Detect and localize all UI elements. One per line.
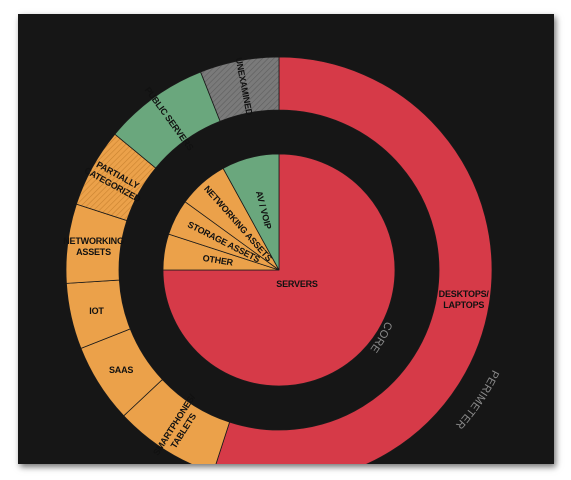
label-core-servers: SERVERS	[276, 279, 318, 289]
slice-perimeter-unexamined	[200, 56, 280, 122]
slice-core-servers	[162, 153, 396, 387]
slice-core-av-voip	[222, 153, 280, 271]
slice-perimeter-desktops-laptops	[215, 56, 493, 464]
label-perimeter-desktops-laptops: DESKTOPS/LAPTOPS	[439, 289, 490, 310]
label-perimeter-saas: SAAS	[109, 365, 133, 375]
label-perimeter-iot: IOT	[89, 306, 104, 316]
label-perimeter-networking-assets: NETWORKING ASSETS	[63, 236, 124, 257]
label-core-other: OTHER	[202, 253, 234, 268]
chart-frame: SERVERS OTHER STORAGE ASSETS NETWORKING ASS…	[18, 14, 554, 464]
